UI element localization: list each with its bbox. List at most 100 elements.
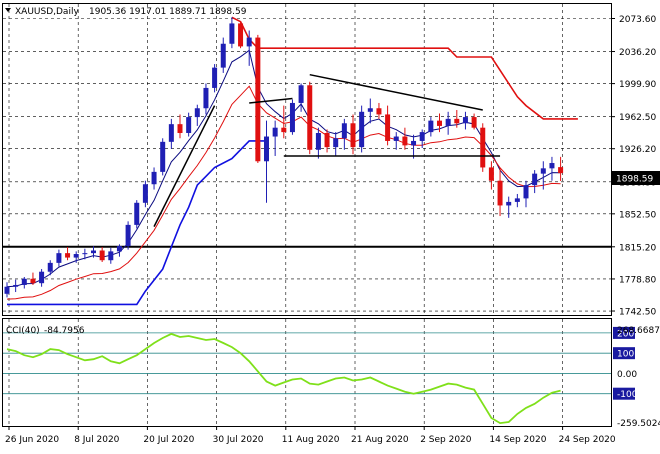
cci-layer: 200 100 0.00 -100 268.6687 -259.5024	[3, 326, 660, 429]
x-tick-label: 30 Jul 2020	[213, 435, 264, 445]
x-tick-label: 14 Sep 2020	[489, 435, 546, 445]
candle-body	[471, 117, 477, 128]
candle-body	[203, 87, 209, 109]
candle-body	[462, 117, 468, 124]
cci-level-tag	[613, 387, 635, 400]
candle-body	[298, 85, 304, 103]
axis-layer: 26 Jun 2020 8 Jul 2020 20 Jul 2020 30 Jul 2…	[5, 15, 656, 445]
candle-body	[91, 250, 96, 254]
candle-body	[324, 132, 330, 148]
chart-header: XAUUSD,Daily 1905.36 1917.01 1889.71 189…	[5, 7, 247, 17]
candle-body	[194, 108, 200, 118]
candle-body	[289, 102, 295, 133]
candle-body	[350, 123, 356, 148]
candle-body	[281, 127, 287, 133]
candle-body	[116, 246, 122, 252]
trendline	[249, 97, 293, 104]
price-panel-frame	[2, 3, 612, 316]
candle-body	[558, 167, 564, 174]
cci-level-label: 200	[617, 329, 634, 339]
candle-body	[359, 111, 365, 148]
candle-body	[30, 278, 36, 284]
candle-body	[4, 286, 10, 294]
y-tick-label: 1926.20	[619, 145, 656, 155]
candle-body	[82, 253, 88, 255]
cci-panel-frame	[2, 318, 612, 427]
candle-body	[73, 254, 79, 258]
candle-body	[411, 140, 417, 146]
x-tick-label: 2 Sep 2020	[420, 435, 472, 445]
candle-body	[437, 120, 442, 126]
cci-min-label: -259.5024	[617, 419, 660, 429]
candle-body	[264, 136, 269, 162]
cci-line	[6, 332, 561, 425]
trendline	[153, 105, 216, 227]
candle-body	[402, 136, 408, 146]
y-tick-label: 1815.20	[619, 243, 656, 253]
candle-body	[540, 168, 546, 174]
candle-body	[238, 23, 244, 47]
candle-body	[142, 184, 148, 203]
last-price-tag: 1898.59	[612, 171, 660, 185]
candle-body	[212, 67, 218, 88]
candle-body	[220, 43, 226, 68]
candle-body	[47, 262, 53, 272]
candle-body	[246, 37, 252, 47]
candle-body	[13, 284, 19, 287]
y-tick-label: 1852.50	[619, 210, 656, 220]
candle-body	[134, 202, 140, 225]
candle-body	[333, 138, 339, 148]
candle-body	[497, 180, 503, 206]
candle-body	[229, 23, 235, 44]
candle-body	[480, 127, 486, 168]
candle-body	[445, 118, 451, 126]
cci-level-label: 0.00	[617, 370, 637, 380]
candle-body	[272, 127, 278, 137]
x-tick-label: 8 Jul 2020	[74, 435, 119, 445]
candle-body	[549, 163, 555, 169]
candle-body	[532, 173, 538, 186]
y-tick-label: 1999.90	[619, 80, 656, 90]
triangle-down-icon[interactable]	[5, 8, 11, 12]
ohlc-label: 1905.36 1917.01 1889.71 1898.59	[89, 7, 247, 17]
candle-body	[376, 108, 382, 115]
candle-layer	[4, 17, 564, 298]
last-price-text: 1898.59	[616, 175, 653, 185]
cci-header: CCI(40) -84.7956	[6, 326, 85, 336]
candle-body	[160, 141, 166, 172]
y-tick-label: 2036.20	[619, 48, 656, 58]
candle-body	[151, 171, 157, 185]
symbol-label: XAUUSD,Daily	[15, 7, 79, 17]
x-tick-label: 24 Sep 2020	[559, 435, 616, 445]
cci-level-label: -100	[617, 390, 638, 400]
y-tick-label: 1778.80	[619, 275, 656, 285]
candle-body	[341, 123, 347, 139]
candle-body	[108, 251, 114, 261]
candle-body	[506, 201, 512, 206]
candle-body	[454, 118, 460, 124]
candle-body	[39, 271, 45, 284]
candle-body	[56, 253, 62, 263]
candle-body	[125, 224, 131, 247]
cci-level-label: 100	[617, 350, 634, 360]
cci-level-tag	[613, 347, 635, 360]
candle-body	[177, 124, 183, 133]
candle-body	[393, 136, 399, 141]
candle-body	[168, 124, 174, 142]
candle-body	[367, 108, 373, 112]
x-tick-label: 21 Aug 2020	[351, 435, 409, 445]
candle-body	[419, 132, 425, 141]
candle-body	[307, 85, 313, 150]
candle-body	[315, 132, 321, 150]
candle-body	[65, 253, 71, 258]
cci-value-label: -84.7956	[44, 326, 85, 336]
candle-body	[514, 198, 520, 202]
x-tick-label: 26 Jun 2020	[5, 435, 59, 445]
trendline-layer	[153, 73, 501, 227]
x-tick-label: 20 Jul 2020	[143, 435, 194, 445]
candle-body	[428, 120, 434, 133]
candle-body	[523, 185, 529, 199]
y-tick-label: 1962.50	[619, 113, 656, 123]
